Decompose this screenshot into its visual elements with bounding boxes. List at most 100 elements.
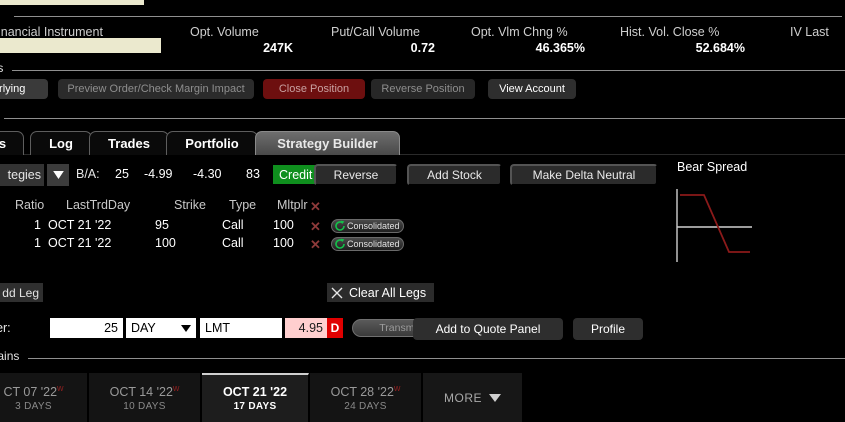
preview-order-button[interactable]: Preview Order/Check Margin Impact [58,79,254,99]
more-expiries-button[interactable]: MORE [423,373,523,422]
payoff-chart [676,189,752,262]
price-direction-badge: D [327,318,343,338]
legs-col-type: Type [229,198,257,212]
expiry-tab-days: 24 DAYS [344,401,387,413]
exchange-badge-label: Consolidated [347,239,400,249]
stat-header-hist-vol-close: Hist. Vol. Close % [620,25,720,39]
payoff-line [680,194,750,253]
weekly-marker: w [172,382,180,393]
tab-strategy-builder[interactable]: Strategy Builder [255,131,400,155]
close-icon [331,287,343,298]
exchange-badge[interactable]: Consolidated [331,237,404,251]
leg-type: Call [222,218,244,232]
option-chains-group: n Chains [0,349,845,366]
expiry-tab-oct-21[interactable]: OCT 21 '22 17 DAYS [202,373,309,422]
legs-col-ratio: Ratio [15,198,45,212]
remove-all-icon[interactable]: ✕ [310,199,321,214]
stat-header-opt-vlm-chng: Opt. Vlm Chng % [471,25,568,39]
clear-all-legs-label: Clear All Legs [349,285,427,300]
expiry-tab-date: OCT 21 '22 [222,385,288,399]
expiry-tab-date: OCT 14 '22w [109,382,180,400]
stat-value-opt-vlm-chng: 46.365% [535,41,585,55]
tab-orders[interactable]: rs [0,131,24,155]
more-expiries-label: MORE [444,390,482,405]
actions-group: ons [0,61,845,78]
strategy-toolbar: tegies B/A: 25 -4.99 -4.30 83 Credit Rev… [0,164,845,186]
reverse-button[interactable]: Reverse [314,164,398,186]
stat-value-hist-vol-close: 52.684% [695,41,745,55]
leg-lasttrdday: OCT 21 '22 [48,218,112,232]
option-chains-group-label: n Chains [0,349,25,363]
limit-price-input[interactable]: 4.95 [285,318,327,338]
chevron-down-icon [489,393,501,402]
leg-type: Call [222,236,244,250]
credit-badge: Credit [273,165,319,184]
leg-lasttrdday: OCT 21 '22 [48,236,112,250]
add-to-quote-panel-button[interactable]: Add to Quote Panel [413,318,563,340]
order-row: order: 25 DAY LMT 4.95 D Transmit Add to… [0,318,845,340]
leg-ratio: 1 [34,236,41,250]
reverse-position-button[interactable]: Reverse Position [371,79,475,99]
quantity-input[interactable]: 25 [50,318,123,338]
expiry-tab-oct-07[interactable]: CT 07 '22w 3 DAYS [0,373,88,422]
actions-group-label: ons [0,61,9,75]
close-position-button[interactable]: Close Position [263,79,365,99]
leg-strike: 95 [155,218,169,232]
trading-tabbar: rs Log Trades Portfolio Strategy Builder [0,131,845,155]
leg-multiplier: 100 [273,236,294,250]
expiry-tab-oct-28[interactable]: OCT 28 '22w 24 DAYS [310,373,422,422]
tabbar-baseline [0,154,845,155]
bid-ask-ask-price: -4.30 [193,167,222,181]
top-accent-strip [0,0,144,5]
legs-header-row: n Ratio LastTrdDay Strike Type Mltplr ✕ [0,198,460,216]
add-stock-button[interactable]: Add Stock [407,164,502,186]
leg-strike: 100 [155,236,176,250]
tab-portfolio[interactable]: Portfolio [166,131,258,155]
tif-value: DAY [131,321,156,335]
tab-log[interactable]: Log [30,131,92,155]
stat-header-put-call-volume: Put/Call Volume [331,25,420,39]
chevron-down-icon[interactable] [47,164,69,186]
stat-header-financial-instrument: inancial Instrument [0,25,103,39]
table-row[interactable]: 1 OCT 21 '22 95 Call 100 ✕ Consolidated [0,218,460,236]
statistics-group: stics [0,10,845,24]
stat-value-put-call-volume: 0.72 [410,41,435,55]
view-account-button[interactable]: View Account [488,79,576,99]
trading-group: ng [0,112,845,126]
order-label: order: [0,321,11,335]
tif-select[interactable]: DAY [126,318,196,338]
make-delta-neutral-button[interactable]: Make Delta Neutral [510,164,658,186]
expiry-tab-days: 10 DAYS [123,401,166,413]
expiry-tab-date: CT 07 '22w [3,382,64,400]
legs-col-strike: Strike [174,198,206,212]
leg-ratio: 1 [34,218,41,232]
remove-leg-icon[interactable]: ✕ [310,219,321,234]
expiry-tab-oct-14[interactable]: OCT 14 '22w 10 DAYS [89,373,201,422]
exchange-badge[interactable]: Consolidated [331,219,404,233]
stat-value-opt-volume: 247K [263,41,293,55]
table-row[interactable]: 1 OCT 21 '22 100 Call 100 ✕ Consolidated [0,236,460,254]
statistics-group-rule [14,16,842,17]
weekly-marker: w [57,382,64,393]
tab-trades[interactable]: Trades [89,131,169,155]
legs-col-lasttrd: LastTrdDay [66,198,131,212]
financial-instrument-field[interactable] [0,38,161,53]
option-chains-group-rule [28,358,845,359]
refresh-icon [335,220,345,231]
stat-header-iv-last: IV Last [790,25,829,39]
order-type-input[interactable]: LMT [200,318,282,338]
refresh-icon [335,238,345,249]
profile-button[interactable]: Profile [573,318,643,340]
strategies-label[interactable]: tegies [0,164,44,186]
bid-ask-label: B/A: [76,167,100,181]
bid-ask-size-bid: 25 [115,167,129,181]
remove-leg-icon[interactable]: ✕ [310,237,321,252]
trade-underlying-button[interactable]: nderlying [0,79,48,99]
expiry-tab-days: 3 DAYS [15,401,52,413]
clear-all-legs-button[interactable]: Clear All Legs [327,283,435,302]
bid-ask-size-ask: 83 [246,167,260,181]
add-leg-button[interactable]: dd Leg [0,283,43,302]
payoff-title: Bear Spread [677,160,748,174]
expiry-tab-date: OCT 28 '22w [330,382,401,400]
